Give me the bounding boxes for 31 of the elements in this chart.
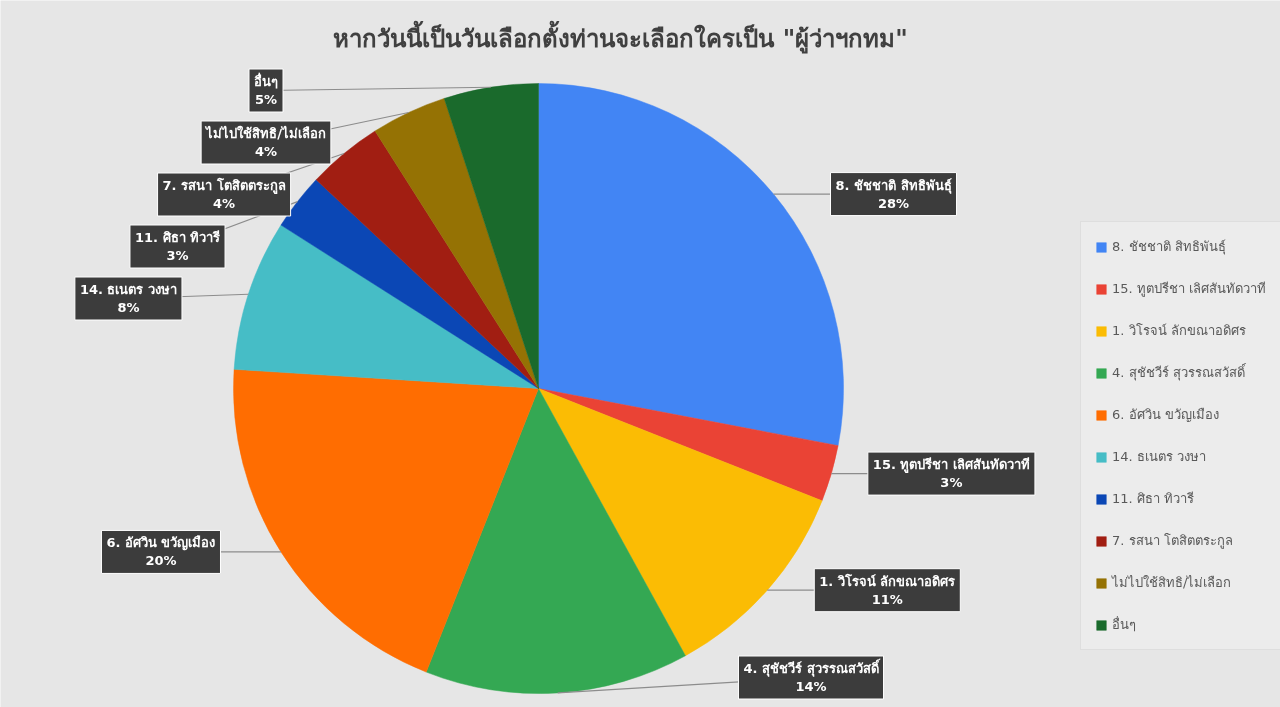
legend-label: อื่นๆ [1112,615,1137,634]
legend-label: 15. ทูตปรีชา เลิศสันทัดวาที [1112,280,1266,299]
chart-title: หากวันนี้เป็นวันเลือกตั้งท่านจะเลือกใครเป็น "ผู้ว่าฯกทม" [333,19,908,54]
slice-label: 14. ธเนตร วงษา [79,282,177,297]
data-label: 8% [117,300,140,315]
slice-label: 4. สุชัชวีร์ สุวรรณสวัสดิ์ [743,658,881,677]
data-label: 11% [871,591,903,607]
data-label: 3% [166,248,189,263]
data-label: 28% [877,195,910,211]
legend-label: 6. อัศวิน ขวัญเมือง [1112,406,1220,424]
slice-label: 7. รสนา โตสิตตระกูล [162,177,286,194]
legend-label: ไม่ไปใช้สิทธิ/ไม่เลือก [1112,574,1233,592]
slice-label: อื่นๆ [254,72,278,89]
legend-label: 8. ชัชชาติ สิทธิพันธุ์ [1112,238,1227,257]
slice-label: 15. ทูตปรีชา เลิศสันทัดวาที [872,457,1030,474]
data-label: 5% [254,92,278,107]
legend-label: 4. สุชัชวีร์ สุวรรณสวัสดิ์ [1112,362,1247,383]
data-label: 3% [940,475,963,491]
data-label: 4% [213,196,236,211]
slice-label: ไม่ไปใช้สิทธิ/ไม่เลือก [204,125,326,141]
legend-label: 14. ธเนตร วงษา [1112,448,1207,466]
legend-label: 7. รสนา โตสิตตระกูล [1112,532,1234,551]
slice-label: 6. อัศวิน ขวัญเมือง [106,535,216,552]
data-label: 20% [145,553,177,569]
slice-label: 11. ศิธา ทิวารี [134,230,221,245]
legend-label: 1. วิโรจน์ ลักขณาอดิศร [1112,322,1247,340]
data-label: 4% [254,144,278,159]
slice-label: 8. ชัชชาติ สิทธิพันธุ์ [835,177,952,194]
data-label: 14% [795,679,827,694]
legend-label: 11. ศิธา ทิวารี [1112,490,1195,508]
slice-label: 1. วิโรจน์ ลักขณาอดิศร [819,572,956,589]
